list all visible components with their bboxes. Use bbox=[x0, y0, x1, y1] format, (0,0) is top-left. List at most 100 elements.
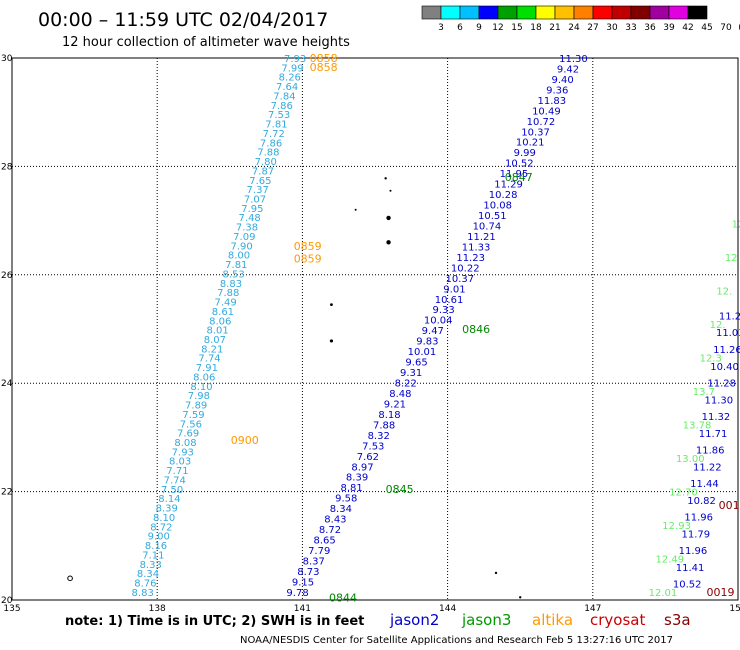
swh-value-label: 7.37 bbox=[247, 185, 269, 196]
legend-cryosat: cryosat bbox=[590, 611, 645, 629]
swh-value-label: 9.36 bbox=[546, 85, 568, 96]
swh-value-label: 7.88 bbox=[257, 148, 279, 159]
swh-value-label: 11.95 bbox=[500, 169, 529, 180]
swh-value-label: 7.09 bbox=[233, 232, 255, 243]
pass-time-label: 0845 bbox=[386, 483, 414, 496]
swh-value-label: 7.98 bbox=[188, 391, 210, 402]
y-tick-label: 20 bbox=[1, 596, 13, 606]
pass-time-label: 0858 bbox=[310, 61, 338, 74]
pass-time-label: 0859 bbox=[294, 240, 322, 253]
swh-value-label: 8.06 bbox=[193, 372, 215, 383]
swh-value-label: 8.03 bbox=[169, 457, 191, 468]
track-altika: 7.937.998.267.647.847.867.537.817.727.86… bbox=[132, 54, 307, 599]
swh-value-label: 7.88 bbox=[217, 288, 239, 299]
island-marker bbox=[354, 208, 357, 211]
swh-value-label: 10.37 bbox=[446, 274, 475, 285]
swh-value-label: 7.81 bbox=[265, 120, 287, 131]
swh-value-label: 8.10 bbox=[190, 382, 212, 393]
pass-time-label: 0018 bbox=[719, 499, 740, 512]
swh-value-label: 7.69 bbox=[177, 429, 199, 440]
x-tick-label: 147 bbox=[584, 604, 601, 614]
swh-value-label: 7.93 bbox=[284, 54, 306, 65]
swh-value-label: 11.44 bbox=[690, 479, 719, 490]
pass-time-label: 0846 bbox=[462, 323, 490, 336]
swh-value-label: 9.65 bbox=[405, 358, 427, 369]
swh-value-label: 12. bbox=[710, 320, 726, 331]
swh-value-label: 10.82 bbox=[687, 496, 716, 507]
swh-value-label: 10.51 bbox=[478, 211, 507, 222]
swh-value-label: 10.04 bbox=[424, 316, 453, 327]
swh-value-label: 12.49 bbox=[655, 554, 684, 565]
swh-value-label: 7.56 bbox=[180, 419, 202, 430]
pass-time-label: 0859 bbox=[294, 253, 322, 266]
swh-value-label: 8.21 bbox=[201, 344, 223, 355]
swh-value-label: 11.26 bbox=[713, 345, 740, 356]
swh-value-label: 8.10 bbox=[153, 513, 175, 524]
x-tick-label: 150 bbox=[729, 604, 740, 614]
plot-area: 135138141144147150202224262830 7.937.998… bbox=[1, 52, 740, 614]
y-tick-label: 24 bbox=[1, 379, 13, 389]
track-jason3: 12 12 12. 12. 12.3 13.7 13.78 13.00 12.70 12.93 12… bbox=[649, 219, 740, 599]
swh-value-label: 13.7 bbox=[693, 387, 715, 398]
pass-time-label: 0844 bbox=[329, 591, 357, 604]
swh-value-label: 11.96 bbox=[684, 513, 713, 524]
color-scale-tick: 9 bbox=[476, 23, 482, 33]
swh-value-label: 7.99 bbox=[281, 63, 303, 74]
swh-value-label: 8.00 bbox=[228, 251, 250, 262]
swh-value-label: 7.79 bbox=[308, 546, 330, 557]
swh-value-label: 8.73 bbox=[297, 567, 319, 578]
swh-value-label: 7.91 bbox=[196, 363, 218, 374]
island-marker bbox=[384, 177, 387, 180]
color-scale-tick: 27 bbox=[587, 23, 598, 33]
color-scale-tick: 30 bbox=[606, 23, 618, 33]
swh-value-label: 11.22 bbox=[693, 462, 722, 473]
swh-value-label: 7.93 bbox=[172, 447, 194, 458]
island-marker bbox=[389, 189, 392, 192]
swh-value-label: 12 bbox=[732, 219, 740, 230]
swh-value-label: 10.40 bbox=[710, 362, 739, 373]
pass-time-label: 0858 bbox=[310, 52, 338, 65]
swh-value-label: 7.86 bbox=[260, 138, 282, 149]
color-swatch bbox=[421, 5, 442, 20]
swh-value-label: 9.83 bbox=[416, 337, 438, 348]
island-marker bbox=[329, 339, 334, 343]
swh-value-label: 8.34 bbox=[137, 569, 159, 580]
swh-value-label: 8.39 bbox=[156, 504, 178, 515]
swh-value-label: 8.37 bbox=[303, 556, 325, 567]
swh-value-label: 13.00 bbox=[676, 454, 705, 465]
legend-altika: altika bbox=[532, 611, 573, 629]
swh-value-label: 11.03 bbox=[716, 328, 740, 339]
island-marker bbox=[386, 240, 391, 245]
swh-value-label: 9.42 bbox=[557, 64, 579, 75]
swh-value-label: 8.06 bbox=[209, 316, 231, 327]
pass-time-label: 0019 bbox=[707, 586, 735, 599]
swh-value-label: 9.01 bbox=[443, 284, 465, 295]
swh-value-label: 8.72 bbox=[319, 525, 341, 536]
swh-value-label: 7.59 bbox=[182, 410, 204, 421]
swh-value-label: 8.83 bbox=[132, 588, 154, 599]
swh-value-label: 8.72 bbox=[150, 522, 172, 533]
swh-value-label: 11.30 bbox=[704, 395, 733, 406]
swh-value-label: 8.16 bbox=[145, 541, 167, 552]
swh-value-label: 8.34 bbox=[330, 504, 352, 515]
swh-value-label: 9.99 bbox=[514, 148, 536, 159]
swh-value-label: 8.39 bbox=[346, 473, 368, 484]
footer-note: note: 1) Time is in UTC; 2) SWH is in fe… bbox=[65, 614, 364, 629]
color-scale-tick: 15 bbox=[511, 23, 522, 33]
swh-value-label: 9.00 bbox=[148, 532, 170, 543]
island-marker bbox=[386, 215, 391, 221]
island-marker bbox=[519, 596, 522, 599]
swh-value-label: 7.71 bbox=[166, 466, 188, 477]
swh-value-label: 10.72 bbox=[527, 117, 556, 128]
swh-value-label: 8.14 bbox=[158, 494, 180, 505]
x-tick-label: 141 bbox=[294, 604, 311, 614]
color-scale-tick: 3 bbox=[438, 23, 444, 33]
legend-s3a: s3a bbox=[664, 611, 691, 629]
swh-value-label: 12.93 bbox=[662, 521, 691, 532]
swh-value-label: 9.47 bbox=[422, 326, 444, 337]
swh-value-label: 7.65 bbox=[249, 176, 271, 187]
swh-value-label: 7.87 bbox=[252, 166, 274, 177]
swh-value-label: 8.48 bbox=[389, 389, 411, 400]
swh-value-label: 8.97 bbox=[351, 462, 373, 473]
